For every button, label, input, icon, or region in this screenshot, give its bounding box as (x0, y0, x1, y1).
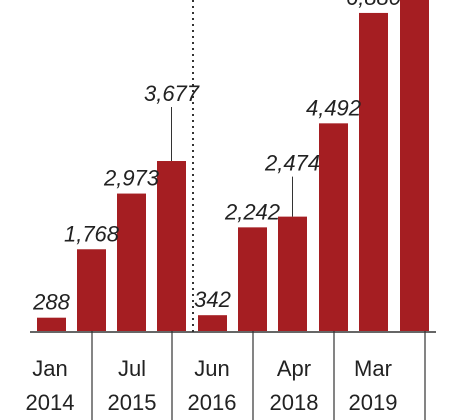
tick-label-year-4: 2019 (349, 390, 398, 415)
bar-6 (278, 216, 307, 331)
tick-label-month-4: Mar (354, 356, 392, 381)
tick-label-month-1: Jul (118, 356, 146, 381)
tick-label-month-3: Apr (277, 356, 311, 381)
bar-8 (359, 12, 388, 332)
bar-9 (400, 0, 429, 332)
tick-label-year-2: 2016 (188, 390, 237, 415)
value-label-2: 2,973 (103, 166, 160, 191)
value-label-3: 3,677 (144, 81, 200, 106)
value-label-7: 4,492 (306, 95, 361, 120)
bar-5 (238, 227, 267, 331)
tick-label-year-3: 2018 (270, 390, 319, 415)
value-label-5: 2,242 (224, 199, 280, 224)
value-label-1: 1,768 (64, 221, 120, 246)
bar-4 (198, 315, 227, 331)
value-label-6: 2,474 (264, 151, 320, 176)
tick-label-year-1: 2015 (108, 390, 157, 415)
tick-label-month-2: Jun (194, 356, 229, 381)
tick-label-year-0: 2014 (26, 390, 75, 415)
value-label-0: 288 (32, 290, 70, 315)
value-label-8: 6,880 (346, 0, 402, 10)
value-label-4: 342 (194, 287, 231, 312)
bar-1 (77, 249, 106, 331)
bar-0 (37, 317, 66, 331)
tick-label-month-0: Jan (32, 356, 67, 381)
bar-3 (157, 161, 186, 331)
bar-2 (117, 193, 146, 331)
bar-7 (319, 123, 348, 331)
